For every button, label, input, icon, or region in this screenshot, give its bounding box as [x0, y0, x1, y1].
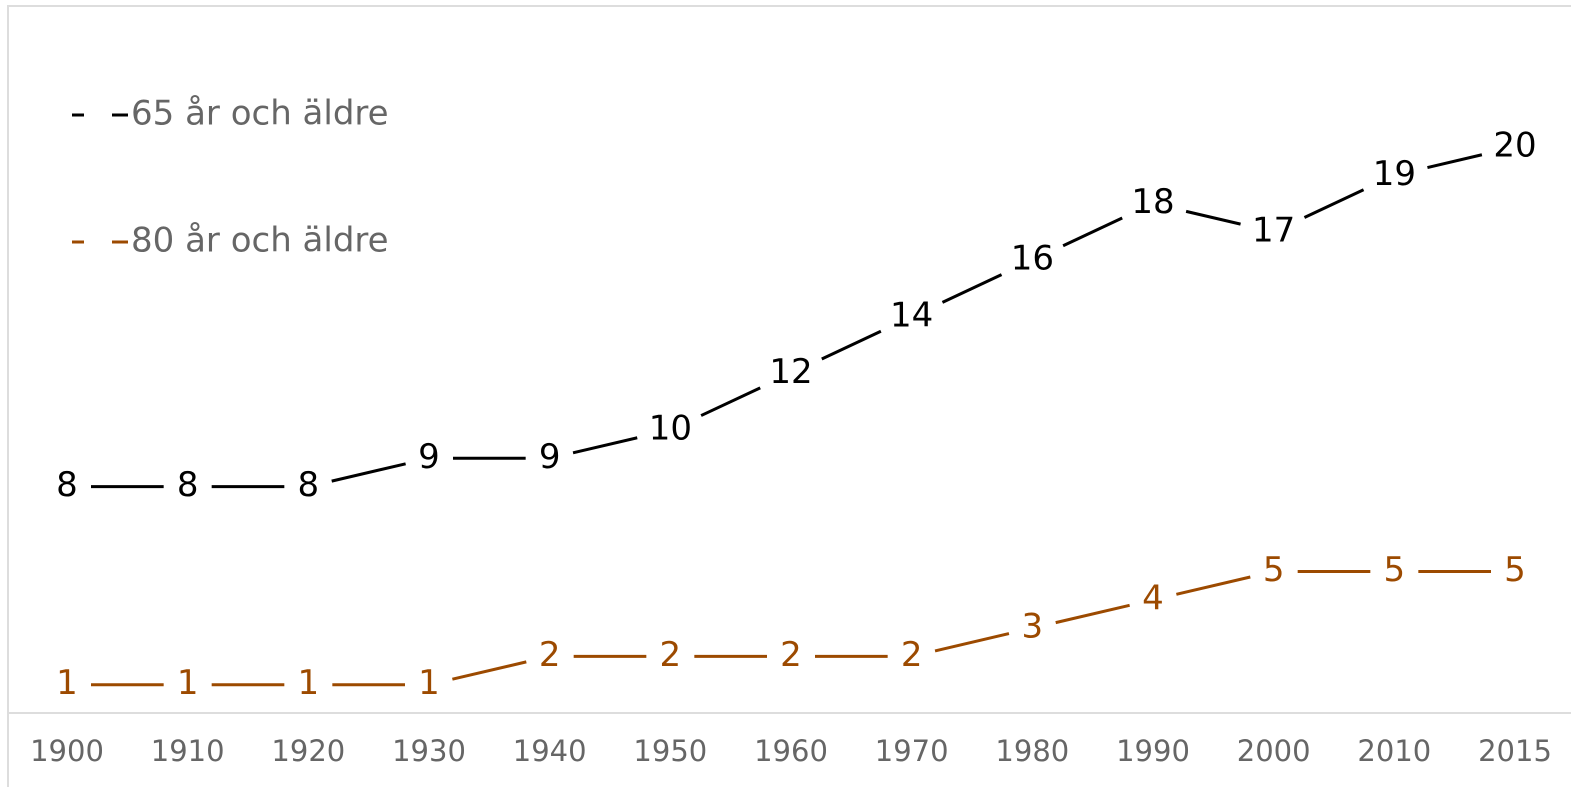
- x-tick-label: 1960: [754, 734, 828, 768]
- line-segment: [934, 632, 1010, 653]
- x-tick-label: 2010: [1357, 734, 1431, 768]
- data-label: 18: [1131, 182, 1174, 222]
- data-label: 1: [56, 663, 78, 703]
- line-segment: [572, 436, 638, 455]
- data-label: 5: [1263, 550, 1285, 590]
- data-label: 9: [418, 437, 440, 477]
- data-label: 14: [890, 295, 933, 335]
- data-label: 20: [1493, 126, 1536, 166]
- legend-label: 80 år och äldre: [131, 221, 389, 261]
- x-tick-label: 1940: [513, 734, 587, 768]
- line-segment: [1062, 216, 1123, 248]
- line-segment: [1185, 209, 1241, 226]
- line-segment: [1055, 603, 1130, 625]
- data-label: 9: [539, 437, 561, 477]
- x-tick-label: 1910: [151, 734, 225, 768]
- data-label: 5: [1384, 550, 1406, 590]
- line-segment: [941, 273, 1003, 304]
- data-label: 1: [418, 663, 440, 703]
- x-tick-label: 1990: [1116, 734, 1190, 768]
- data-label: 2: [539, 635, 561, 675]
- line-segment: [1427, 153, 1483, 169]
- data-label: 10: [649, 409, 692, 449]
- x-tick-label: 1900: [30, 734, 104, 768]
- data-label: 16: [1011, 239, 1054, 279]
- x-tick-label: 2000: [1237, 734, 1311, 768]
- line-segment: [700, 386, 761, 417]
- x-tick-label: 1970: [875, 734, 949, 768]
- data-label: 2: [660, 635, 682, 675]
- data-label: 5: [1504, 550, 1526, 590]
- line-segment: [1303, 188, 1365, 219]
- line-segment: [1176, 575, 1251, 596]
- data-label: 12: [769, 352, 812, 392]
- x-tick-label: 1930: [392, 734, 466, 768]
- data-label: 3: [1022, 607, 1044, 647]
- x-tick-label: 1920: [271, 734, 345, 768]
- legend-label: 65 år och äldre: [131, 94, 389, 134]
- data-label: 2: [780, 635, 802, 675]
- x-tick-label: 2015: [1478, 734, 1552, 768]
- data-label: 8: [177, 465, 199, 505]
- data-label: 19: [1373, 154, 1416, 194]
- data-label: 8: [298, 465, 320, 505]
- data-label: 17: [1252, 210, 1295, 250]
- line-segment: [452, 660, 527, 681]
- data-label: 1: [298, 663, 320, 703]
- x-tick-label: 1980: [995, 734, 1069, 768]
- x-tick-label: 1950: [633, 734, 707, 768]
- line-segment: [331, 462, 406, 483]
- data-label: 2: [901, 635, 923, 675]
- data-label: 8: [56, 465, 78, 505]
- data-label: 4: [1142, 578, 1164, 618]
- line-segment: [821, 329, 882, 361]
- data-label: 1: [177, 663, 199, 703]
- frame: [7, 5, 1571, 787]
